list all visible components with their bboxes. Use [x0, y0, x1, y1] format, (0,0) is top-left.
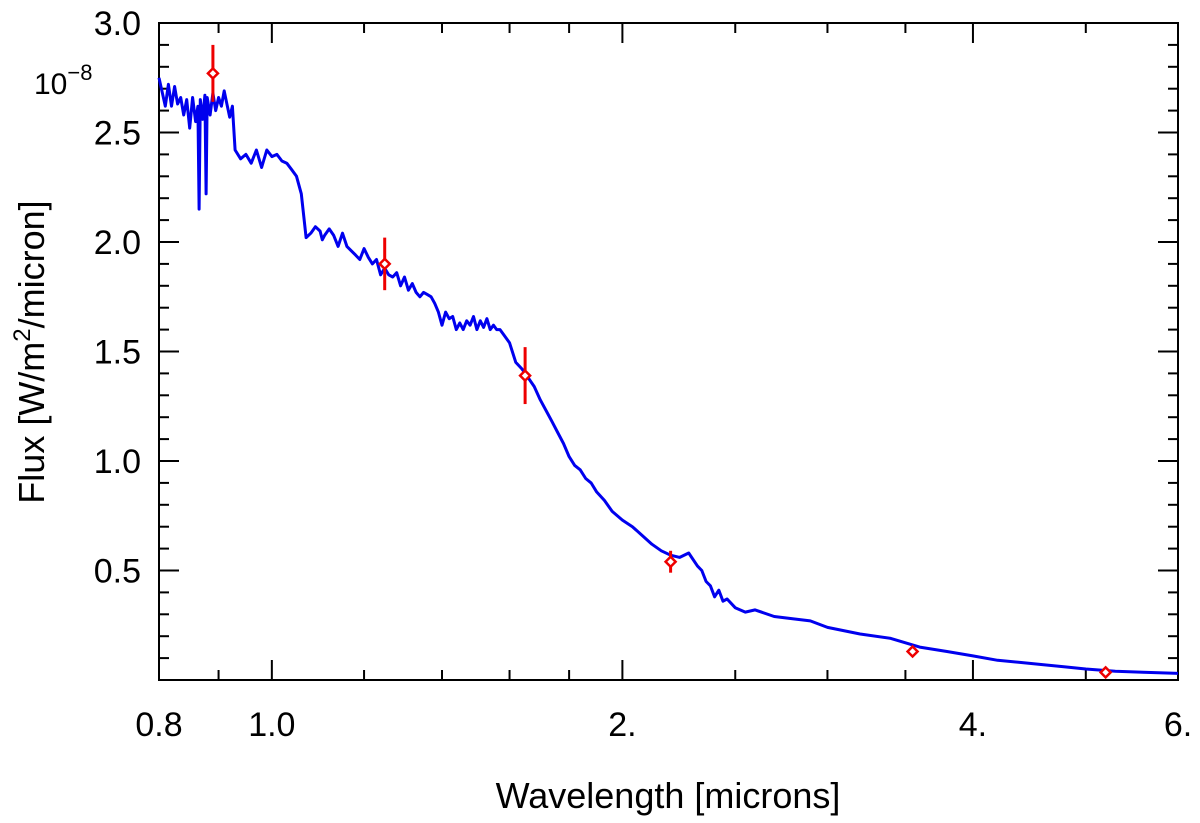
y-tick-label: 3.0	[94, 5, 141, 43]
photometry-point	[663, 554, 678, 569]
photometry-point	[1098, 665, 1113, 680]
y-scale-exponent: −8	[67, 60, 92, 85]
x-tick-label: 1.0	[248, 706, 295, 744]
photometry-point	[518, 368, 532, 383]
x-axis-title: Wavelength [microns]	[496, 775, 841, 816]
y-tick-label: 2.0	[94, 224, 141, 262]
x-tick-label: 0.8	[135, 706, 182, 744]
y-tick-label: 0.5	[94, 553, 141, 591]
y-tick-label: 1.0	[94, 443, 141, 481]
x-tick-label: 2.	[608, 706, 636, 744]
x-tick-label: 4.	[959, 706, 987, 744]
y-scale-factor: 10−8	[34, 60, 92, 101]
y-tick-label: 2.5	[94, 115, 141, 153]
y-axis-title: Flux [W/m2/micron]	[9, 200, 52, 503]
x-tick-label: 6.	[1164, 706, 1192, 744]
y-axis-title-superscript: 2	[9, 328, 36, 341]
y-axis-title-main: Flux [W/m	[11, 342, 52, 504]
y-tick-labels: 0.5 1.0 1.5 2.0 2.5 3.0	[94, 5, 141, 591]
series-layer	[157, 44, 1179, 680]
photometry-point	[377, 257, 392, 271]
y-axis-title-units: /micron]	[11, 200, 52, 328]
photometry-point	[206, 66, 220, 81]
x-tick-labels: 0.8 1.0 2. 4. 6.	[135, 706, 1192, 744]
y-tick-label: 1.5	[94, 334, 141, 372]
spectrum-line	[157, 77, 1179, 675]
y-scale-base: 10	[34, 68, 67, 101]
plot-frame	[158, 22, 1179, 681]
axis-ticks	[158, 22, 1179, 680]
photometry-point	[905, 644, 920, 659]
